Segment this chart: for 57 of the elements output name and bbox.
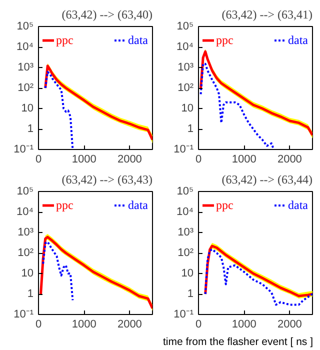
y-tick-label: 10: [181, 268, 194, 280]
text: ppc: [216, 198, 234, 212]
legend-label: data: [128, 32, 148, 48]
x-tick-label: 2000: [117, 154, 142, 166]
y-tick-label: 10⁴: [16, 41, 34, 53]
x-tick-label: 1000: [232, 154, 256, 166]
line-series: [204, 248, 312, 306]
y-tick-label: 1: [187, 123, 194, 135]
y-tick-label: 10⁵: [176, 20, 194, 32]
y-tick-label: 1: [187, 288, 194, 300]
y-tick-label: 10⁴: [176, 41, 194, 53]
x-axis-title: time from the flasher event [ ns ]: [163, 335, 313, 350]
y-tick-label: 10³: [18, 62, 34, 74]
line-series: [200, 62, 275, 150]
x-tick-label: 1000: [72, 318, 96, 330]
series-label: ppc: [216, 32, 234, 48]
x-tick-label: 0: [35, 154, 42, 166]
legend-label: data: [288, 32, 308, 48]
y-tick-label: 1: [27, 288, 34, 300]
y-tick-label: 10³: [178, 62, 194, 74]
y-tick-label: 10⁻¹: [174, 308, 194, 320]
legend-label: data: [288, 198, 308, 212]
x-tick-label: 2000: [117, 318, 142, 330]
chart-title: (63,42) --> (63,41): [222, 8, 313, 22]
y-tick-label: 10⁴: [176, 206, 194, 218]
y-tick-label: 10: [181, 102, 194, 114]
x-tick-label: 0: [35, 318, 42, 330]
chart-title: (63,42) --> (63,44): [222, 172, 313, 186]
x-tick-label: 2000: [277, 318, 302, 330]
chart-title: (63,42) --> (63,43): [62, 172, 153, 186]
y-tick-label: 10⁵: [176, 186, 194, 198]
x-tick-label: 2000: [277, 154, 302, 166]
x-tick-label: 1000: [72, 154, 96, 166]
y-tick-label: 10³: [18, 226, 34, 238]
chart-title: (63,42) --> (63,40): [62, 8, 153, 22]
x-tick-label: 0: [195, 318, 202, 330]
y-tick-label: 10⁻¹: [14, 308, 34, 320]
y-tick-label: 10⁵: [16, 186, 34, 198]
x-tick-label: 1000: [232, 318, 256, 330]
y-tick-label: 10: [21, 268, 34, 280]
y-tick-label: 10²: [18, 82, 34, 94]
legend-label: ppc: [56, 198, 74, 212]
y-tick-label: 10⁴: [16, 206, 34, 218]
line-series: [44, 71, 74, 150]
y-tick-label: 10: [21, 102, 34, 114]
legend-label: data: [128, 198, 148, 212]
line-series: [42, 240, 74, 302]
y-tick-label: 10⁵: [16, 20, 34, 32]
y-tick-label: 1: [27, 123, 34, 135]
x-tick-label: 0: [195, 154, 202, 166]
y-tick-label: 10²: [178, 247, 194, 259]
y-tick-label: 10⁻¹: [174, 144, 194, 156]
y-tick-label: 10³: [178, 226, 194, 238]
y-tick-label: 10²: [18, 247, 34, 259]
legend-label: ppc: [56, 32, 74, 48]
y-tick-label: 10⁻¹: [14, 144, 34, 156]
y-tick-label: 10²: [178, 82, 194, 94]
